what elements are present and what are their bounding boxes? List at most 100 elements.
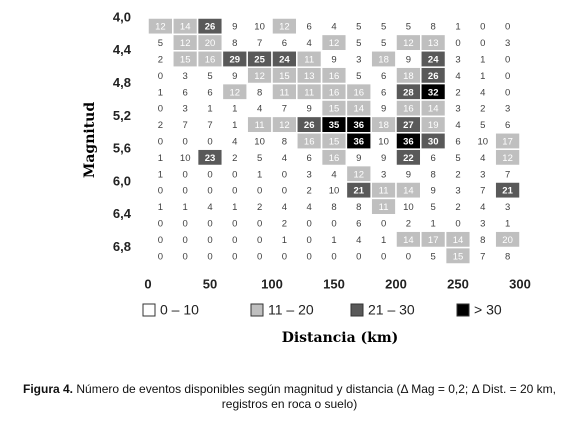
- cell-label: 10: [478, 137, 489, 148]
- cell-label: 30: [428, 137, 439, 148]
- cell-label: 5: [455, 153, 460, 164]
- cell-label: 36: [403, 137, 414, 148]
- cell-label: 8: [232, 38, 237, 49]
- cell-label: 32: [428, 87, 439, 98]
- cell-label: 0: [232, 186, 237, 197]
- cell-label: 16: [205, 55, 216, 66]
- cell-label: 3: [455, 104, 460, 115]
- cell-label: 17: [428, 235, 439, 246]
- cell-label: 18: [403, 71, 414, 82]
- cell-label: 7: [207, 120, 212, 131]
- cell-label: 6: [356, 219, 361, 230]
- cell-label: 1: [455, 22, 460, 33]
- cell-label: 28: [403, 87, 414, 98]
- cell-label: 2: [406, 219, 411, 230]
- cell-label: 4: [480, 202, 485, 213]
- cell-label: 3: [455, 55, 460, 66]
- cell-label: 8: [431, 22, 436, 33]
- cell-label: 10: [254, 137, 265, 148]
- cell-label: 7: [480, 186, 485, 197]
- cell-label: 15: [329, 104, 340, 115]
- cell-label: 3: [480, 169, 485, 180]
- cell-label: 4: [480, 87, 485, 98]
- cell-label: 0: [232, 219, 237, 230]
- cell-label: 9: [406, 169, 411, 180]
- cell-label: 1: [431, 219, 436, 230]
- cell-label: 1: [158, 202, 163, 213]
- cell-label: 14: [180, 22, 191, 33]
- cell-label: 3: [455, 186, 460, 197]
- legend-label: 21 – 30: [368, 302, 415, 318]
- cell-label: 0: [158, 219, 163, 230]
- cell-label: 4: [257, 104, 262, 115]
- cell-label: 0: [207, 251, 212, 262]
- cell-label: 1: [381, 235, 386, 246]
- legend-swatch: [456, 303, 470, 317]
- cell-label: 15: [329, 137, 340, 148]
- cell-label: 11: [304, 55, 314, 66]
- cell-label: 0: [183, 186, 188, 197]
- cell-label: 6: [381, 71, 386, 82]
- cell-label: 0: [257, 251, 262, 262]
- caption-label: Figura 4.: [23, 382, 74, 396]
- cell-label: 11: [379, 202, 389, 213]
- cell-label: 0: [158, 186, 163, 197]
- cell-label: 7: [257, 38, 262, 49]
- cell-label: 0: [505, 55, 510, 66]
- cell-label: 9: [307, 104, 312, 115]
- cell-label: 12: [230, 87, 241, 98]
- cell-label: 0: [480, 38, 485, 49]
- cell-label: 0: [480, 22, 485, 33]
- caption: Figura 4. Número de eventos disponibles …: [0, 382, 579, 412]
- cell-label: 24: [279, 55, 290, 66]
- cell-label: 8: [505, 251, 510, 262]
- cell-label: 1: [282, 235, 287, 246]
- cell-label: 9: [381, 153, 386, 164]
- cell-label: 0: [158, 251, 163, 262]
- cell-label: 8: [282, 137, 287, 148]
- cell-label: 0: [257, 186, 262, 197]
- cell-label: 23: [205, 153, 216, 164]
- legend-label: > 30: [474, 302, 502, 318]
- cell-label: 5: [207, 71, 212, 82]
- cell-label: 0: [158, 235, 163, 246]
- cell-label: 0: [406, 251, 411, 262]
- legend-swatch: [350, 303, 364, 317]
- cell-label: 6: [505, 120, 510, 131]
- cell-label: 14: [428, 104, 439, 115]
- cell-label: 20: [205, 38, 216, 49]
- cell-label: 26: [304, 120, 315, 131]
- cell-label: 8: [331, 202, 336, 213]
- y-tick-label: 5,2: [113, 108, 131, 123]
- cell-label: 15: [453, 251, 464, 262]
- cell-label: 17: [502, 137, 513, 148]
- cell-label: 4: [480, 153, 485, 164]
- cell-label: 1: [480, 71, 485, 82]
- cell-label: 18: [378, 55, 389, 66]
- cell-label: 9: [356, 153, 361, 164]
- cell-label: 9: [406, 55, 411, 66]
- cell-label: 0: [257, 219, 262, 230]
- cell-label: 8: [257, 87, 262, 98]
- cell-label: 29: [230, 55, 241, 66]
- x-tick-label: 50: [203, 276, 217, 291]
- cell-label: 5: [257, 153, 262, 164]
- cell-label: 0: [232, 251, 237, 262]
- cell-label: 6: [183, 87, 188, 98]
- cell-label: 8: [356, 202, 361, 213]
- cell-label: 4: [307, 202, 312, 213]
- cell-label: 7: [505, 169, 510, 180]
- cell-label: 35: [329, 120, 340, 131]
- cell-label: 24: [428, 55, 439, 66]
- cell-label: 12: [329, 38, 340, 49]
- x-tick-label: 250: [447, 276, 469, 291]
- cell-label: 6: [207, 87, 212, 98]
- cell-label: 0: [505, 87, 510, 98]
- cell-label: 0: [331, 219, 336, 230]
- cell-label: 9: [232, 22, 237, 33]
- cell-label: 12: [279, 120, 290, 131]
- cell-label: 0: [307, 219, 312, 230]
- cell-label: 1: [232, 202, 237, 213]
- cell-label: 7: [282, 104, 287, 115]
